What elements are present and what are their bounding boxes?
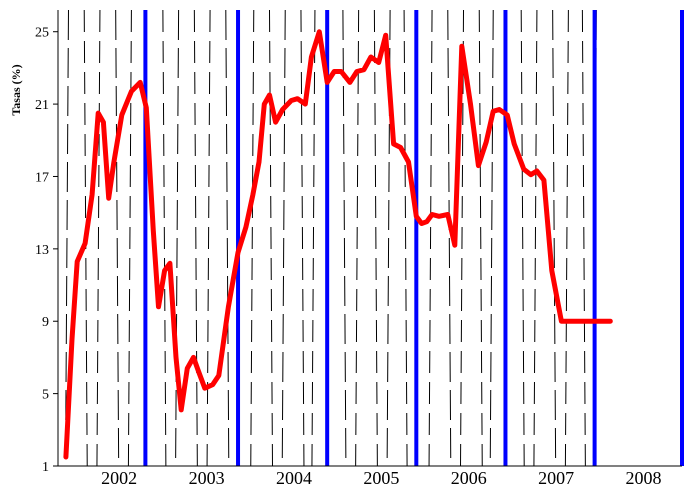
- dashed-vline: [460, 9, 465, 467]
- dashed-vline: [342, 9, 347, 467]
- x-tick-label: 2008: [626, 468, 662, 488]
- dashed-vline: [581, 9, 586, 467]
- dashed-vline: [533, 9, 538, 467]
- dashed-reference-lines: [64, 9, 597, 467]
- dashed-vline: [489, 9, 494, 467]
- dashed-vline: [355, 9, 360, 467]
- y-tick-label: 13: [35, 243, 49, 258]
- y-tick-label: 9: [42, 315, 49, 330]
- solid-reference-lines: [143, 10, 684, 466]
- dashed-vline: [300, 9, 305, 467]
- dashed-vline: [311, 9, 316, 467]
- dashed-vline: [115, 9, 120, 467]
- y-ticks: 1 5 9 13 17 21 25: [35, 26, 58, 475]
- dashed-vline: [225, 9, 230, 467]
- dashed-vline: [403, 9, 408, 467]
- x-tick-label: 2003: [189, 468, 225, 488]
- x-ticks: 2002 2003 2004 2005 2006 2007 2008: [101, 468, 661, 488]
- y-axis-title: Tasas (%): [9, 64, 23, 115]
- y-tick-label: 21: [35, 98, 49, 113]
- axes: [57, 10, 682, 467]
- y-tick-label: 25: [35, 26, 49, 41]
- dashed-vline: [193, 9, 198, 467]
- dashed-vline: [564, 9, 569, 467]
- x-tick-label: 2006: [451, 468, 487, 488]
- dashed-vline: [478, 9, 483, 467]
- dashed-vline: [373, 9, 378, 467]
- dashed-vline: [250, 9, 255, 467]
- dashed-vline: [96, 9, 101, 467]
- x-tick-label: 2004: [276, 468, 312, 488]
- dashed-vline: [64, 9, 69, 467]
- dashed-vline: [281, 9, 286, 467]
- dashed-vline: [447, 9, 452, 467]
- dashed-vline: [206, 9, 211, 467]
- x-tick-label: 2005: [363, 468, 399, 488]
- x-tick-label: 2007: [538, 468, 574, 488]
- dashed-vline: [428, 9, 433, 467]
- y-tick-label: 5: [42, 388, 49, 403]
- series-line: [63, 29, 613, 460]
- series-layer: [63, 29, 613, 460]
- y-tick-label: 1: [42, 460, 49, 475]
- dashed-vline: [520, 9, 525, 467]
- x-tick-label: 2002: [101, 468, 137, 488]
- dashed-vline: [175, 9, 180, 467]
- dashed-vline: [162, 9, 167, 467]
- dashed-vline: [127, 9, 132, 467]
- dashed-vline: [552, 9, 557, 467]
- y-tick-label: 17: [35, 170, 49, 185]
- dashed-vline: [268, 9, 273, 467]
